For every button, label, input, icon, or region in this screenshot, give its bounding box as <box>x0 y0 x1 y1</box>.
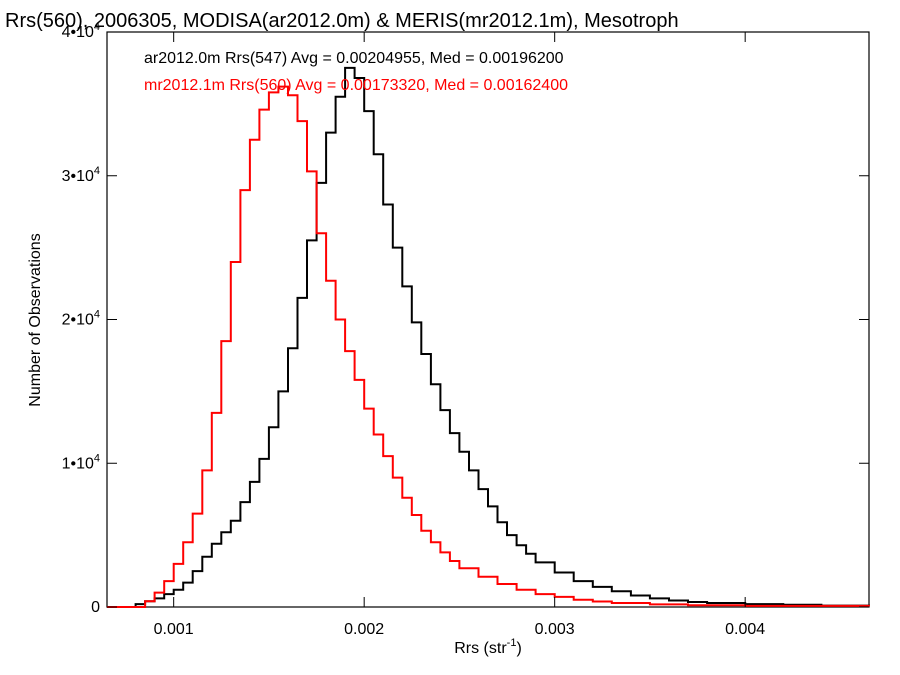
x-tick-label: 0.002 <box>344 621 384 638</box>
x-axis-label-suffix: ) <box>516 640 521 657</box>
legend-entry-1: ar2012.0m Rrs(547) Avg = 0.00204955, Med… <box>144 50 564 67</box>
y-axis-label: Number of Observations <box>27 233 44 406</box>
x-tick-label: 0.003 <box>535 621 575 638</box>
x-axis-ticks: 0.001 0.002 0.003 0.004 <box>154 32 765 638</box>
y-tick-label: 0 <box>91 599 100 616</box>
x-tick-label: 0.004 <box>725 621 765 638</box>
legend: ar2012.0m Rrs(547) Avg = 0.00204955, Med… <box>144 50 568 94</box>
y-tick-label: 4•104 <box>62 21 100 41</box>
plot-frame <box>106 31 870 608</box>
legend-entry-2: mr2012.1m Rrs(560) Avg = 0.00173320, Med… <box>144 77 568 94</box>
y-axis-ticks: 0 1•104 2•104 3•104 4•104 <box>62 21 869 616</box>
x-tick-label: 0.001 <box>154 621 194 638</box>
x-axis-label-sup: -1 <box>507 637 517 649</box>
y-tick-label: 1•104 <box>62 452 100 472</box>
series-layer <box>107 66 870 608</box>
series-line-2 <box>107 85 870 608</box>
y-tick-label: 2•104 <box>62 309 100 329</box>
x-axis-label-main: Rrs (str <box>454 640 507 657</box>
y-tick-label: 3•104 <box>62 165 100 185</box>
x-axis-label: Rrs (str-1) <box>454 637 522 657</box>
series-line-1 <box>107 66 870 608</box>
chart-title: Rrs(560), 2006305, MODISA(ar2012.0m) & M… <box>5 10 679 32</box>
